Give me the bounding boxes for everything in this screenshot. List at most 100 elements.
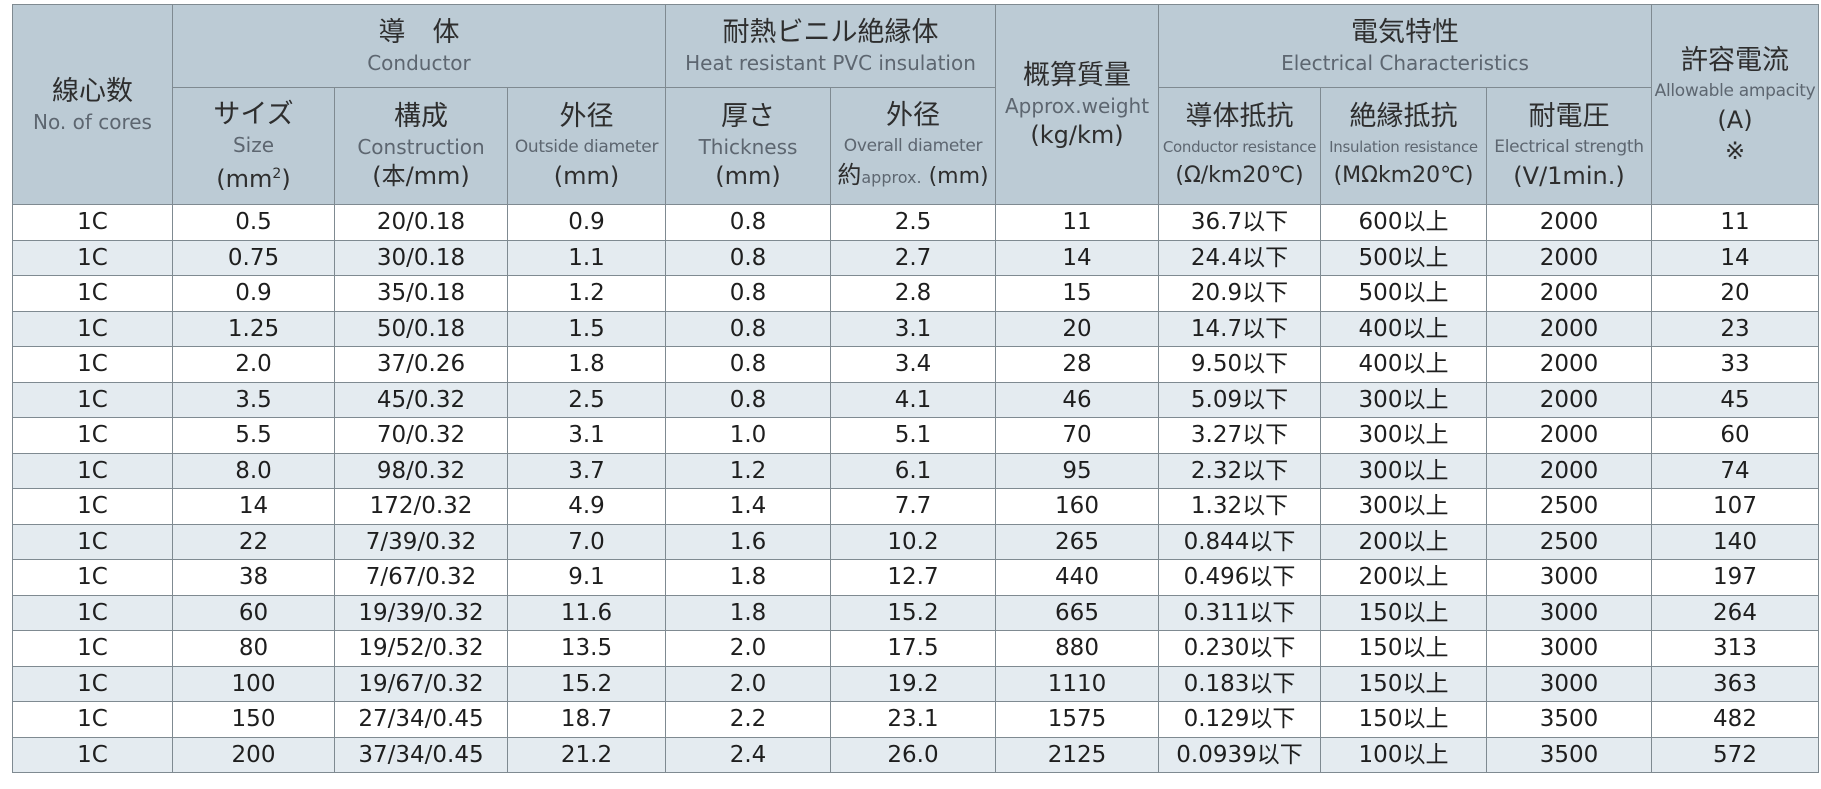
cell-insulation-resistance: 200以上 [1320, 523, 1487, 560]
table-row: 1C 0.5 20/0.18 0.9 0.8 2.5 11 36.7以下 600以上 2000 11 [12, 204, 1819, 241]
header-conductor-od-en: Outside diameter [514, 137, 659, 157]
header-electrical-jp: 電気特性 [1351, 17, 1459, 48]
header-cores-jp: 線心数 [52, 75, 133, 107]
cell-voltage: 3500 [1486, 736, 1652, 773]
header-construction-en: Construction [357, 135, 485, 159]
cell-voltage: 3000 [1486, 630, 1652, 667]
cell-construction: 70/0.32 [334, 417, 508, 454]
header-size-unit-end: ) [281, 164, 291, 193]
cell-weight: 46 [995, 381, 1159, 418]
header-conductor-od-jp: 外径 [559, 101, 614, 132]
cell-ampacity: 11 [1651, 204, 1819, 241]
header-overall-od-en: Overall diameter [843, 135, 983, 156]
cell-thickness: 0.8 [665, 381, 831, 418]
header-electrical: 電気特性 Electrical Characteristics [1158, 4, 1652, 88]
cell-conductor-od: 18.7 [507, 701, 666, 738]
cell-conductor-resistance: 3.27以下 [1158, 417, 1321, 454]
cell-conductor-resistance: 0.844以下 [1158, 523, 1321, 560]
cell-voltage: 2000 [1486, 346, 1652, 383]
cell-insulation-resistance: 150以上 [1320, 665, 1487, 702]
cell-ampacity: 60 [1651, 417, 1819, 454]
cell-conductor-resistance: 9.50以下 [1158, 346, 1321, 383]
cell-ampacity: 23 [1651, 310, 1819, 347]
header-thickness-unit: (mm) [715, 162, 781, 190]
cell-conductor-resistance: 14.7以下 [1158, 310, 1321, 347]
cell-ampacity: 14 [1651, 239, 1819, 276]
cell-thickness: 1.4 [665, 488, 831, 525]
cell-ampacity: 313 [1651, 630, 1819, 667]
header-voltage-unit: (V/1min.) [1513, 162, 1625, 190]
cell-cores: 1C [12, 417, 173, 454]
cell-construction: 27/34/0.45 [334, 701, 508, 738]
cell-conductor-resistance: 0.183以下 [1158, 665, 1321, 702]
cell-conductor-od: 13.5 [507, 630, 666, 667]
cell-size: 22 [172, 523, 335, 560]
cell-conductor-od: 0.9 [507, 204, 666, 241]
cell-conductor-od: 1.5 [507, 310, 666, 347]
cell-construction: 30/0.18 [334, 239, 508, 276]
cell-voltage: 3000 [1486, 559, 1652, 596]
cell-thickness: 2.0 [665, 630, 831, 667]
cell-cores: 1C [12, 736, 173, 773]
header-thickness-en: Thickness [698, 135, 798, 159]
cell-insulation-resistance: 150以上 [1320, 594, 1487, 631]
cell-conductor-resistance: 1.32以下 [1158, 488, 1321, 525]
cell-ampacity: 140 [1651, 523, 1819, 560]
cell-voltage: 2000 [1486, 275, 1652, 312]
cell-insulation-resistance: 300以上 [1320, 452, 1487, 489]
cell-overall-od: 17.5 [830, 630, 996, 667]
cell-cores: 1C [12, 346, 173, 383]
cell-overall-od: 12.7 [830, 559, 996, 596]
cell-conductor-od: 1.2 [507, 275, 666, 312]
cell-thickness: 2.2 [665, 701, 831, 738]
cell-construction: 19/39/0.32 [334, 594, 508, 631]
cell-conductor-resistance: 0.129以下 [1158, 701, 1321, 738]
cell-cores: 1C [12, 523, 173, 560]
header-voltage-en: Electrical strength [1494, 137, 1644, 157]
cell-cores: 1C [12, 381, 173, 418]
header-insulation-resistance-jp: 絶縁抵抗 [1349, 101, 1458, 132]
cell-size: 0.5 [172, 204, 335, 241]
cell-construction: 7/39/0.32 [334, 523, 508, 560]
cell-conductor-resistance: 0.496以下 [1158, 559, 1321, 596]
header-size-en: Size [232, 132, 275, 157]
cell-thickness: 1.2 [665, 452, 831, 489]
cell-size: 0.9 [172, 275, 335, 312]
cell-weight: 880 [995, 630, 1159, 667]
cable-spec-table: 線心数 No. of cores 導 体 Conductor 耐熱ビニル絶縁体 … [12, 4, 1819, 773]
cell-conductor-resistance: 20.9以下 [1158, 275, 1321, 312]
cell-thickness: 0.8 [665, 239, 831, 276]
cell-weight: 70 [995, 417, 1159, 454]
cell-insulation-resistance: 500以上 [1320, 239, 1487, 276]
cell-ampacity: 20 [1651, 275, 1819, 312]
cell-conductor-od: 2.5 [507, 381, 666, 418]
cell-weight: 15 [995, 275, 1159, 312]
cell-thickness: 0.8 [665, 310, 831, 347]
cell-insulation-resistance: 200以上 [1320, 559, 1487, 596]
cell-insulation-resistance: 600以上 [1320, 204, 1487, 241]
cell-construction: 37/34/0.45 [334, 736, 508, 773]
table-row: 1C 0.75 30/0.18 1.1 0.8 2.7 14 24.4以下 500以上 2000 1… [12, 239, 1819, 276]
cell-ampacity: 45 [1651, 381, 1819, 418]
cell-size: 3.5 [172, 381, 335, 418]
header-weight: 概算質量 Approx.weight (kg/km) [995, 4, 1159, 205]
header-conductor-resistance-jp: 導体抵抗 [1185, 101, 1294, 132]
header-construction: 構成 Construction (本/mm) [334, 87, 508, 205]
cell-voltage: 2000 [1486, 381, 1652, 418]
cell-construction: 19/67/0.32 [334, 665, 508, 702]
header-weight-jp: 概算質量 [1023, 59, 1131, 91]
cell-insulation-resistance: 400以上 [1320, 346, 1487, 383]
header-size-unit-sup: 2 [272, 165, 282, 182]
table-row: 1C 8.0 98/0.32 3.7 1.2 6.1 95 2.32以下 300以上 2000 74 [12, 452, 1819, 489]
cell-conductor-od: 9.1 [507, 559, 666, 596]
cell-overall-od: 6.1 [830, 452, 996, 489]
cell-overall-od: 15.2 [830, 594, 996, 631]
table-row: 1C 0.9 35/0.18 1.2 0.8 2.8 15 20.9以下 500以上 2000 20 [12, 275, 1819, 312]
header-weight-unit: (kg/km) [1030, 120, 1124, 149]
cell-overall-od: 2.7 [830, 239, 996, 276]
cell-ampacity: 74 [1651, 452, 1819, 489]
cell-conductor-od: 1.1 [507, 239, 666, 276]
cell-weight: 95 [995, 452, 1159, 489]
cell-size: 60 [172, 594, 335, 631]
header-overall-od-unit-end: (mm) [921, 163, 989, 189]
